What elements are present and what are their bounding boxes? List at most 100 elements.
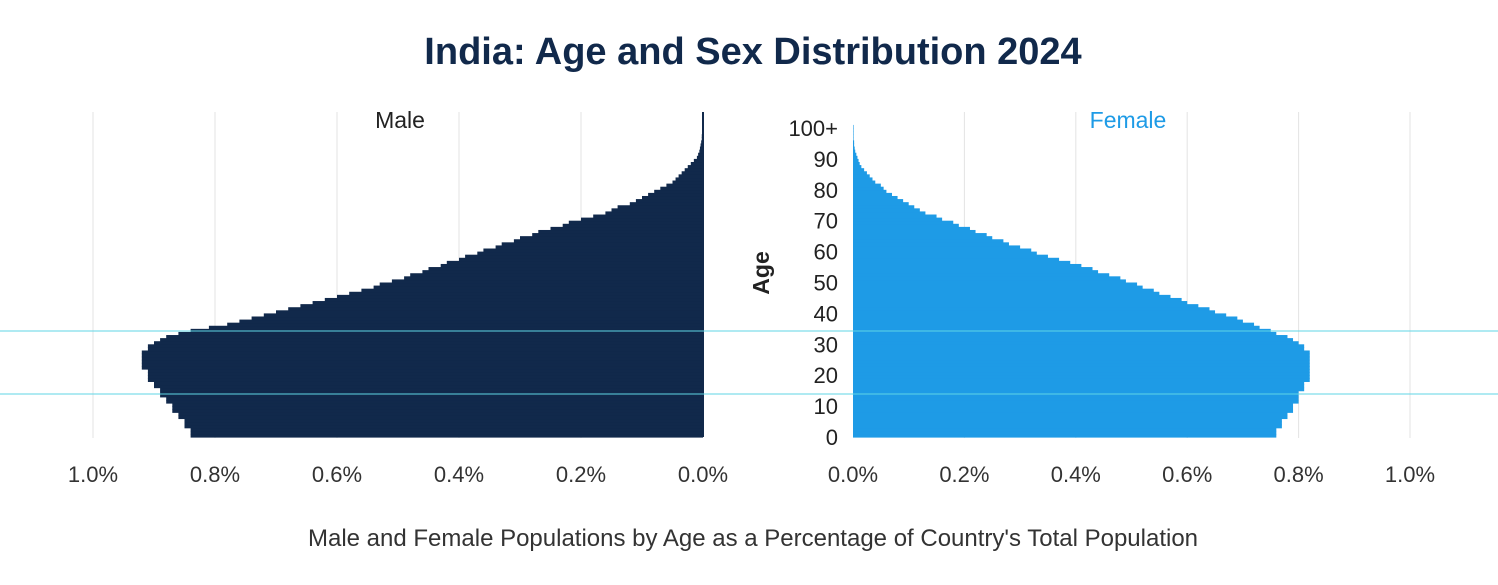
male-bar xyxy=(312,301,703,305)
male-bar xyxy=(635,199,703,203)
female-bar xyxy=(853,124,854,129)
male-bar xyxy=(147,347,703,352)
female-bar xyxy=(853,344,1305,348)
female-bar xyxy=(853,195,898,200)
male-bar xyxy=(147,375,703,379)
female-bar xyxy=(853,177,873,182)
male-bar xyxy=(581,217,703,222)
female-bar xyxy=(853,199,904,203)
female-bar xyxy=(853,353,1310,358)
male-bar xyxy=(520,236,703,240)
male-bar xyxy=(428,267,703,271)
female-series xyxy=(853,124,1310,438)
female-bar xyxy=(853,245,1021,250)
female-bar xyxy=(853,165,862,169)
male-bar xyxy=(568,220,703,225)
male-bar xyxy=(513,239,703,243)
female-bar xyxy=(853,183,881,188)
chart-title: India: Age and Sex Distribution 2024 xyxy=(424,31,1081,73)
male-bar xyxy=(166,396,703,401)
male-bar xyxy=(172,403,704,407)
female-bar xyxy=(853,174,870,179)
female-bar xyxy=(853,390,1299,395)
female-x-tick-label: 0.0% xyxy=(828,462,878,487)
female-bar xyxy=(853,180,876,185)
male-bar xyxy=(227,322,703,327)
female-bar xyxy=(853,146,855,151)
female-x-axis-ticks: 0.0% 0.2% 0.4% 0.6% 0.8% 1.0% xyxy=(828,462,1435,487)
male-bar xyxy=(184,418,703,423)
y-axis-label: Age xyxy=(748,251,774,294)
male-bar xyxy=(687,165,703,169)
female-bar xyxy=(853,433,1277,438)
age-tick-label: 30 xyxy=(814,332,838,357)
female-bar xyxy=(853,304,1199,308)
male-bar xyxy=(147,378,703,382)
male-bar xyxy=(391,279,703,284)
male-bar xyxy=(184,421,703,426)
female-bar xyxy=(853,223,959,228)
male-bar xyxy=(379,282,703,287)
male-bar xyxy=(404,276,703,281)
female-bar xyxy=(853,288,1154,293)
x-axis-caption: Male and Female Populations by Age as a … xyxy=(308,525,1198,552)
male-bar xyxy=(446,260,703,265)
female-bar xyxy=(853,310,1216,314)
male-bar xyxy=(699,149,703,154)
female-bar xyxy=(853,208,920,213)
female-bar xyxy=(853,131,854,135)
female-bar xyxy=(853,319,1243,324)
female-panel-label: Female xyxy=(1090,107,1167,133)
male-bar xyxy=(147,369,703,373)
age-tick-label: 40 xyxy=(814,301,838,326)
female-bar xyxy=(853,396,1299,401)
female-bar xyxy=(853,279,1126,284)
female-bar xyxy=(853,273,1110,277)
female-bar xyxy=(853,384,1305,389)
male-bar xyxy=(698,152,703,157)
male-bar xyxy=(154,384,703,389)
age-tick-label: 70 xyxy=(814,209,838,234)
female-bar xyxy=(853,267,1093,271)
male-bar xyxy=(276,310,703,314)
male-bar xyxy=(562,223,703,228)
male-x-tick-label: 0.4% xyxy=(434,462,484,487)
female-bar xyxy=(853,335,1288,339)
female-bar xyxy=(853,427,1277,432)
female-bar xyxy=(853,140,855,145)
male-bar xyxy=(654,189,703,194)
female-bar xyxy=(853,192,892,197)
female-bar xyxy=(853,239,1004,243)
male-bar xyxy=(178,331,703,336)
age-tick-label: 50 xyxy=(814,271,838,296)
female-bar xyxy=(853,301,1188,305)
male-bar xyxy=(190,427,704,432)
male-bar xyxy=(690,161,703,166)
female-bar xyxy=(853,347,1305,352)
female-bar xyxy=(853,248,1032,253)
female-bar xyxy=(853,307,1210,311)
male-bar xyxy=(501,242,703,247)
male-bar xyxy=(672,180,703,185)
female-bar xyxy=(853,294,1171,299)
male-bar xyxy=(337,294,703,299)
age-tick-label: 80 xyxy=(814,178,838,203)
male-bar xyxy=(648,192,703,197)
male-bar xyxy=(495,245,703,250)
male-bar xyxy=(263,313,703,318)
female-bar xyxy=(853,399,1299,404)
male-bar xyxy=(422,270,703,274)
male-bar xyxy=(629,202,703,206)
male-bar xyxy=(141,353,704,358)
male-bar xyxy=(160,387,704,392)
age-tick-label: 0 xyxy=(826,425,838,450)
male-bar xyxy=(141,350,704,355)
male-x-tick-label: 0.8% xyxy=(190,462,240,487)
male-bar xyxy=(693,158,703,163)
female-bar xyxy=(853,365,1310,370)
male-bar xyxy=(178,415,703,420)
male-bar xyxy=(147,344,703,348)
female-x-tick-label: 0.6% xyxy=(1162,462,1212,487)
female-bar xyxy=(853,406,1294,410)
male-bar xyxy=(251,316,703,321)
